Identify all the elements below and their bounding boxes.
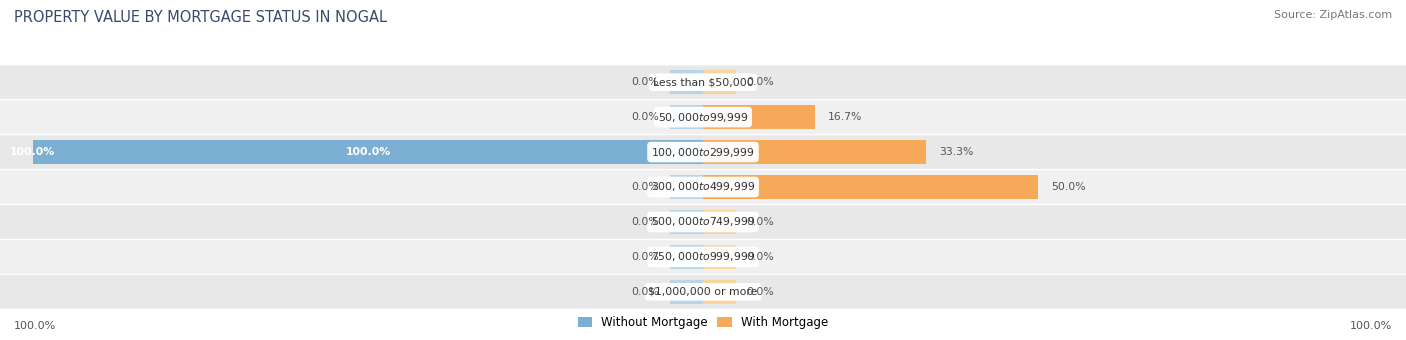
Bar — [669, 210, 703, 234]
Text: 0.0%: 0.0% — [747, 287, 775, 297]
Text: $500,000 to $749,999: $500,000 to $749,999 — [651, 216, 755, 228]
FancyBboxPatch shape — [0, 170, 1406, 204]
Bar — [703, 245, 737, 269]
Text: 100.0%: 100.0% — [346, 147, 391, 157]
Text: 0.0%: 0.0% — [747, 77, 775, 87]
Bar — [703, 70, 737, 94]
Text: 0.0%: 0.0% — [631, 252, 659, 262]
FancyBboxPatch shape — [0, 205, 1406, 239]
Text: 33.3%: 33.3% — [939, 147, 974, 157]
Bar — [34, 140, 703, 164]
Bar — [703, 210, 737, 234]
Text: 0.0%: 0.0% — [631, 217, 659, 227]
Bar — [669, 70, 703, 94]
Text: 0.0%: 0.0% — [747, 252, 775, 262]
Bar — [669, 105, 703, 129]
Bar — [669, 245, 703, 269]
Text: 0.0%: 0.0% — [631, 112, 659, 122]
FancyBboxPatch shape — [0, 275, 1406, 309]
Bar — [703, 140, 927, 164]
Bar — [669, 175, 703, 199]
Text: 100.0%: 100.0% — [10, 147, 55, 157]
Text: 100.0%: 100.0% — [1350, 321, 1392, 332]
FancyBboxPatch shape — [0, 65, 1406, 99]
FancyBboxPatch shape — [0, 135, 1406, 169]
FancyBboxPatch shape — [0, 240, 1406, 274]
Bar — [703, 280, 737, 304]
Legend: Without Mortgage, With Mortgage: Without Mortgage, With Mortgage — [574, 312, 832, 334]
Text: 0.0%: 0.0% — [631, 182, 659, 192]
Text: $750,000 to $999,999: $750,000 to $999,999 — [651, 250, 755, 264]
Text: 0.0%: 0.0% — [631, 77, 659, 87]
Bar — [703, 105, 815, 129]
Text: PROPERTY VALUE BY MORTGAGE STATUS IN NOGAL: PROPERTY VALUE BY MORTGAGE STATUS IN NOG… — [14, 10, 387, 25]
Text: 16.7%: 16.7% — [828, 112, 862, 122]
FancyBboxPatch shape — [0, 100, 1406, 134]
Bar — [669, 280, 703, 304]
Text: $100,000 to $299,999: $100,000 to $299,999 — [651, 146, 755, 158]
Text: $50,000 to $99,999: $50,000 to $99,999 — [658, 110, 748, 124]
Text: 100.0%: 100.0% — [14, 321, 56, 332]
Text: 0.0%: 0.0% — [747, 217, 775, 227]
Text: Source: ZipAtlas.com: Source: ZipAtlas.com — [1274, 10, 1392, 20]
Bar — [703, 175, 1038, 199]
Text: Less than $50,000: Less than $50,000 — [652, 77, 754, 87]
Text: 50.0%: 50.0% — [1052, 182, 1085, 192]
Text: $1,000,000 or more: $1,000,000 or more — [648, 287, 758, 297]
Text: 0.0%: 0.0% — [631, 287, 659, 297]
Text: $300,000 to $499,999: $300,000 to $499,999 — [651, 181, 755, 193]
